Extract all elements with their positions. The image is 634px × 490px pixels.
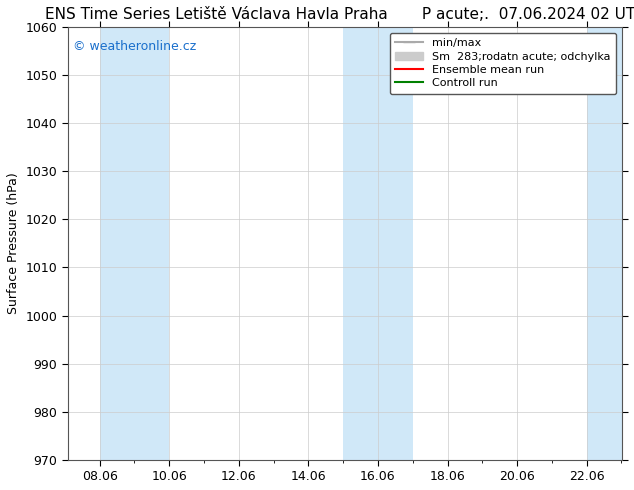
- Bar: [586, 27, 630, 460]
- Bar: [343, 27, 413, 460]
- Bar: [100, 27, 169, 460]
- Y-axis label: Surface Pressure (hPa): Surface Pressure (hPa): [7, 172, 20, 314]
- Text: © weatheronline.cz: © weatheronline.cz: [74, 40, 197, 53]
- Legend: min/max, Sm  283;rodatn acute; odchylka, Ensemble mean run, Controll run: min/max, Sm 283;rodatn acute; odchylka, …: [390, 33, 616, 94]
- Title: ENS Time Series Letiště Václava Havla Praha       P acute;.  07.06.2024 02 UTC: ENS Time Series Letiště Václava Havla Pr…: [44, 7, 634, 22]
